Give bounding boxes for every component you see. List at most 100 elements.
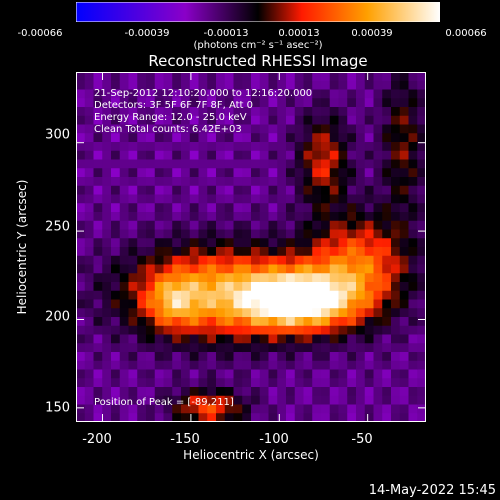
heatmap-cell bbox=[154, 89, 164, 99]
heatmap-cell bbox=[294, 308, 304, 318]
heatmap-cell bbox=[189, 404, 199, 414]
heatmap-cell bbox=[84, 80, 94, 90]
heatmap-cell bbox=[382, 107, 392, 117]
heatmap-cell bbox=[251, 317, 261, 327]
heatmap-cell bbox=[163, 133, 173, 143]
heatmap-cell bbox=[399, 404, 409, 414]
heatmap-cell bbox=[408, 343, 418, 353]
heatmap-cell bbox=[119, 185, 129, 195]
heatmap-cell bbox=[294, 404, 304, 414]
x-tick-label: -150 bbox=[170, 432, 200, 447]
heatmap-cell bbox=[391, 89, 401, 99]
heatmap-cell bbox=[146, 334, 156, 344]
heatmap-cell bbox=[286, 115, 296, 125]
heatmap-cell bbox=[259, 273, 269, 283]
heatmap-cell bbox=[198, 317, 208, 327]
heatmap-cell bbox=[102, 273, 112, 283]
heatmap-cell bbox=[76, 185, 86, 195]
chart-title: Reconstructed RHESSI Image bbox=[148, 52, 368, 70]
heatmap-cell bbox=[128, 124, 138, 134]
heatmap-cell bbox=[399, 107, 409, 117]
heatmap-cell bbox=[259, 317, 269, 327]
heatmap-cell bbox=[303, 290, 313, 300]
heatmap-cell bbox=[242, 115, 252, 125]
heatmap-cell bbox=[119, 352, 129, 362]
heatmap-cell bbox=[128, 334, 138, 344]
heatmap-cell bbox=[172, 80, 182, 90]
heatmap-cell bbox=[294, 150, 304, 160]
heatmap-cell bbox=[102, 378, 112, 388]
heatmap-cell bbox=[391, 98, 401, 108]
heatmap-cell bbox=[321, 98, 331, 108]
heatmap-cell bbox=[417, 142, 426, 152]
heatmap-cell bbox=[224, 378, 234, 388]
heatmap-cell bbox=[119, 80, 129, 90]
colorbar-tick-label: -0.00066 bbox=[17, 28, 63, 39]
heatmap-cell bbox=[119, 264, 129, 274]
heatmap-cell bbox=[207, 395, 217, 405]
heatmap-cell bbox=[224, 299, 234, 309]
heatmap-cell bbox=[137, 124, 147, 134]
heatmap-cell bbox=[76, 247, 86, 257]
heatmap-cell bbox=[251, 387, 261, 397]
heatmap-cell bbox=[399, 334, 409, 344]
heatmap-cell bbox=[277, 395, 287, 405]
heatmap-cell bbox=[181, 72, 191, 82]
heatmap-cell bbox=[391, 273, 401, 283]
heatmap-cell bbox=[198, 247, 208, 257]
heatmap-cell bbox=[356, 185, 366, 195]
heatmap-cell bbox=[373, 378, 383, 388]
heatmap-cell bbox=[312, 168, 322, 178]
heatmap-cell bbox=[119, 360, 129, 370]
heatmap-cell bbox=[303, 72, 313, 82]
heatmap-cell bbox=[321, 133, 331, 143]
heatmap-cell bbox=[338, 282, 348, 292]
heatmap-cell bbox=[137, 150, 147, 160]
heatmap-cell bbox=[102, 115, 112, 125]
heatmap-cell bbox=[408, 203, 418, 213]
heatmap-cell bbox=[382, 378, 392, 388]
heatmap-cell bbox=[356, 177, 366, 187]
heatmap-cell bbox=[294, 203, 304, 213]
heatmap-cell bbox=[268, 299, 278, 309]
heatmap-cell bbox=[154, 212, 164, 222]
heatmap-cell bbox=[321, 168, 331, 178]
heatmap-cell bbox=[189, 308, 199, 318]
heatmap-cell bbox=[119, 255, 129, 265]
heatmap-cell bbox=[216, 290, 226, 300]
heatmap-cell bbox=[242, 299, 252, 309]
heatmap-cell bbox=[224, 317, 234, 327]
heatmap-cell bbox=[102, 343, 112, 353]
heatmap-cell bbox=[408, 133, 418, 143]
heatmap-cell bbox=[119, 325, 129, 335]
heatmap-cell bbox=[84, 282, 94, 292]
heatmap-cell bbox=[102, 168, 112, 178]
heatmap-cell bbox=[111, 299, 121, 309]
heatmap-cell bbox=[163, 212, 173, 222]
heatmap-cell bbox=[268, 317, 278, 327]
heatmap-cell bbox=[408, 325, 418, 335]
heatmap-cell bbox=[233, 247, 243, 257]
heatmap-cell bbox=[146, 194, 156, 204]
heatmap-cell bbox=[84, 212, 94, 222]
heatmap-cell bbox=[224, 220, 234, 230]
heatmap-cell bbox=[137, 247, 147, 257]
heatmap-cell bbox=[216, 124, 226, 134]
heatmap-cell bbox=[128, 317, 138, 327]
heatmap-cell bbox=[216, 264, 226, 274]
heatmap-cell bbox=[93, 255, 103, 265]
heatmap-cell bbox=[93, 343, 103, 353]
heatmap-cell bbox=[198, 159, 208, 169]
heatmap-cell bbox=[154, 159, 164, 169]
heatmap-cell bbox=[321, 264, 331, 274]
heatmap-cell bbox=[172, 238, 182, 248]
heatmap-cell bbox=[382, 352, 392, 362]
heatmap-cell bbox=[277, 212, 287, 222]
heatmap-cell bbox=[242, 150, 252, 160]
heatmap-cell bbox=[163, 395, 173, 405]
y-tick-label: 150 bbox=[45, 400, 70, 416]
heatmap-cell bbox=[321, 290, 331, 300]
heatmap-cell bbox=[321, 203, 331, 213]
heatmap-cell bbox=[347, 404, 357, 414]
heatmap-cell bbox=[277, 247, 287, 257]
